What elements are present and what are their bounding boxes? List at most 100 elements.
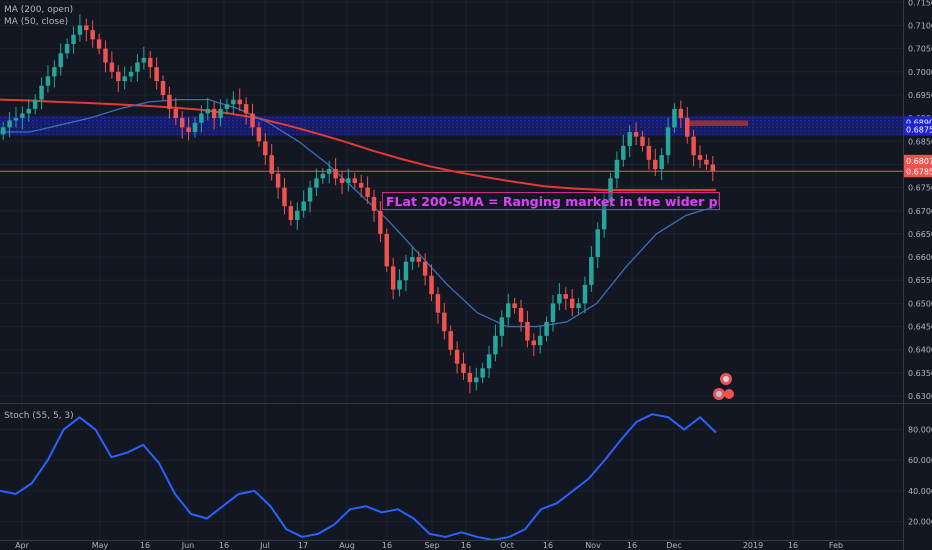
candle-body	[608, 178, 613, 202]
annotation-text[interactable]: FLat 200-SMA = Ranging market in the wid…	[382, 192, 720, 210]
x-tick-label: 16	[219, 541, 229, 550]
y-tick-label: 0.67500	[908, 184, 932, 193]
candle-body	[621, 145, 626, 160]
candle-body	[269, 155, 274, 174]
candle-body	[346, 178, 351, 183]
candle-body	[179, 118, 185, 128]
candles[interactable]	[0, 14, 716, 394]
candle-body	[601, 201, 607, 230]
x-tick-label: 16	[461, 541, 471, 550]
resistance-band	[0, 115, 903, 136]
candle-body	[333, 169, 338, 179]
candle-body	[237, 99, 242, 105]
candle-body	[96, 39, 102, 49]
price-label-box	[904, 154, 932, 167]
x-tick-label: 16	[788, 541, 798, 550]
candle-body	[518, 308, 524, 322]
candle-body	[231, 99, 236, 105]
candle-body	[90, 30, 95, 40]
candle-body	[691, 136, 696, 156]
candle-body	[563, 294, 569, 299]
candle-body	[52, 67, 57, 77]
candle-body	[275, 173, 281, 188]
candle-body	[576, 303, 581, 309]
x-tick-label: 16	[140, 541, 150, 550]
y-tick-label: 0.64500	[908, 323, 932, 332]
candle-body	[640, 136, 645, 146]
indicator-label-ma200[interactable]: MA (200, open)	[4, 5, 74, 15]
candle-body	[141, 57, 147, 63]
price-label-text: 0.68908	[906, 118, 932, 127]
candle-body	[403, 261, 409, 281]
marker-zone	[686, 120, 748, 126]
y-tick-label: 0.68500	[908, 137, 932, 146]
x-tick-label: 16	[543, 541, 553, 550]
candle-body	[454, 349, 460, 364]
y-tick-label: 0.67000	[908, 207, 932, 216]
candle-body	[665, 127, 671, 156]
candle-body	[45, 76, 51, 86]
candle-body	[20, 113, 25, 119]
stoch-title[interactable]: Stoch (55, 5, 3)	[4, 411, 74, 421]
x-tick-label: Jul	[259, 541, 270, 550]
candle-body	[678, 108, 684, 119]
candle-body	[26, 108, 32, 114]
candle-body	[211, 108, 217, 119]
x-tick-label: 16	[382, 541, 392, 550]
candle-body	[448, 331, 453, 350]
candle-body	[544, 321, 549, 336]
candle-body	[365, 187, 370, 197]
candle-body	[39, 85, 44, 100]
candle-body	[493, 335, 498, 355]
candle-body	[627, 132, 632, 146]
resistance-zone	[0, 115, 903, 136]
x-tick-label: Sep	[424, 541, 439, 550]
candle-body	[64, 44, 70, 54]
candle-body	[474, 377, 479, 383]
candle-body	[384, 233, 390, 267]
x-tick-label: Dec	[666, 541, 681, 550]
stoch-line	[0, 413, 717, 541]
candle-body	[461, 363, 466, 373]
candle-body	[205, 108, 211, 114]
candle-body	[320, 173, 326, 179]
ma-50-path	[0, 98, 717, 328]
candle-body	[557, 294, 562, 304]
candle-body	[390, 266, 396, 290]
candle-body	[505, 303, 511, 318]
x-tick-label: Feb	[829, 541, 843, 550]
candle-body	[135, 62, 140, 72]
price-label-box	[904, 116, 932, 129]
candle-body	[710, 164, 716, 172]
candle-body	[672, 108, 677, 128]
y-tick-label: 0.69500	[908, 91, 932, 100]
candle-body	[442, 312, 447, 332]
candle-body	[537, 335, 543, 346]
candle-body	[199, 113, 204, 123]
candle-body	[697, 155, 703, 160]
candle-body	[77, 25, 83, 35]
candle-body	[435, 294, 441, 313]
candle-body	[614, 159, 620, 179]
candle-body	[0, 127, 6, 135]
candle-body	[569, 298, 575, 309]
x-tick-label: Jun	[181, 541, 195, 550]
price-label-text: 0.67853	[906, 167, 932, 176]
indicator-label-ma50[interactable]: MA (50, close)	[4, 17, 69, 27]
alert-icons[interactable]	[713, 373, 734, 400]
x-tick-label: Aug	[339, 541, 355, 550]
candle-body	[32, 99, 38, 109]
grid	[0, 0, 903, 540]
ma-200-path	[0, 98, 717, 192]
candle-body	[109, 62, 115, 72]
candle-body	[653, 159, 658, 170]
candle-body	[358, 182, 364, 188]
x-tick-label: Oct	[500, 541, 514, 550]
stoch-y-tick-label: 40.0000	[908, 487, 932, 496]
y-tick-label: 0.66000	[908, 253, 932, 262]
candle-body	[531, 340, 537, 346]
candle-body	[147, 57, 153, 68]
x-tick-label: May	[92, 541, 109, 550]
